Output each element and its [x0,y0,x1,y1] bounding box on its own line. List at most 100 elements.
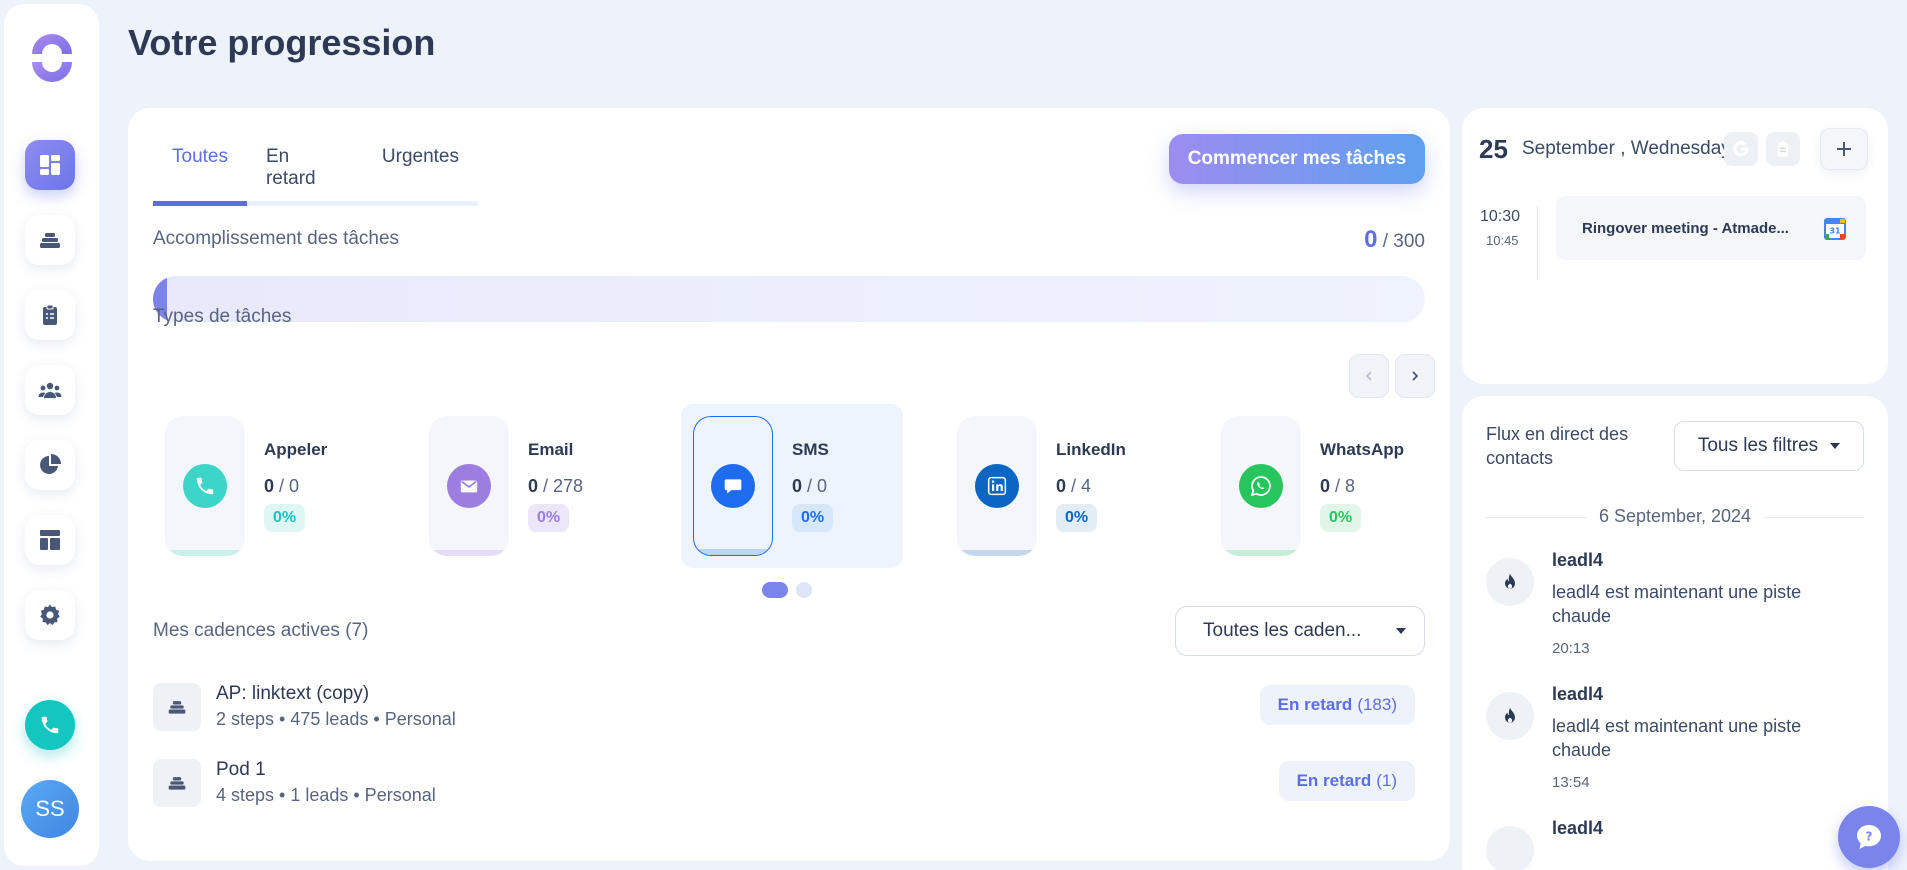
call-button[interactable] [25,700,75,750]
stack-icon [40,233,60,248]
cadence-row[interactable]: Pod 1 4 steps • 1 leads • Personal En re… [153,757,1425,809]
nav-reports[interactable] [25,440,75,490]
task-type-count: 0 / 4 [1056,476,1092,496]
task-type-name: Email [528,440,574,459]
add-event-button[interactable] [1820,128,1868,170]
task-type-tile [957,416,1037,556]
people-icon [38,382,62,398]
progress-fill [153,276,167,322]
cadence-meta: 4 steps • 1 leads • Personal [216,785,436,805]
phone-icon [196,477,214,495]
task-type-name: SMS [792,440,829,459]
chevron-right-icon [1412,371,1419,381]
task-type-email[interactable]: Email 0 / 278 0% [417,404,639,568]
calendar-day: 25 [1479,134,1508,164]
cadence-meta: 2 steps • 475 leads • Personal [216,709,456,729]
task-type-bar [1221,550,1301,556]
next-button[interactable] [1395,354,1435,398]
live-feed-card: Flux en direct des contacts Tous les fil… [1462,396,1888,870]
cadence-row[interactable]: AP: linktext (copy) 2 steps • 475 leads … [153,681,1425,733]
layout-icon [40,530,60,550]
sms-icon [724,479,742,494]
app-logo[interactable] [28,34,76,82]
task-type-percent: 0% [1056,504,1098,532]
late-badge-label: En retard [1296,771,1372,790]
late-badge[interactable]: En retard (183) [1259,685,1415,725]
phone-icon [41,716,59,734]
task-type-tile [165,416,245,556]
chevron-left-icon [1365,371,1372,381]
feed-icon-box [1486,692,1534,740]
task-types-label: Types de tâches [153,306,292,327]
nav-contacts[interactable] [25,365,75,415]
page-title: Votre progression [128,22,436,63]
feed-filter-dropdown[interactable]: Tous les filtres [1674,421,1864,471]
feed-time: 20:13 [1552,640,1590,657]
linkedin-icon [987,476,1007,496]
carousel-dot[interactable] [762,582,788,598]
help-chat-button[interactable]: ? [1838,806,1900,868]
task-type-bar [165,550,245,556]
task-type-tile [1221,416,1301,556]
google-icon [1733,141,1749,157]
prev-button[interactable] [1349,354,1389,398]
feed-icon-box [1486,826,1534,870]
tab-late[interactable]: En retard [265,146,316,189]
timeline-divider [1537,206,1538,280]
nav-cadences[interactable] [25,215,75,265]
task-type-name: Appeler [264,440,328,459]
completion-done: 0 [1364,226,1378,253]
completion-total: / 300 [1382,231,1425,252]
feed-lead-name: leadl4 [1552,550,1604,570]
carousel-dot[interactable] [796,582,812,598]
cadence-name: Pod 1 [216,759,266,780]
late-badge-label: En retard [1277,695,1353,714]
sidebar: SS [4,4,99,866]
task-type-tile [693,416,773,556]
nav-dashboard[interactable] [25,140,75,190]
nav-tasks[interactable] [25,290,75,340]
feed-date-separator: 6 September, 2024 [1486,506,1864,527]
plus-icon [1837,142,1851,156]
nav-settings[interactable] [25,590,75,640]
task-type-whatsapp[interactable]: WhatsApp 0 / 8 0% [1209,404,1431,568]
cadence-filter-value: Toutes les caden... [1203,620,1362,641]
event-end-time: 10:45 [1486,233,1519,248]
cadences-label: Mes cadences actives (7) [153,620,369,641]
task-type-count: 0 / 278 [528,476,584,496]
event-start-time: 10:30 [1480,208,1521,225]
tab-urgent[interactable]: Urgentes [381,146,459,167]
completion-count: 0 / 300 [1364,226,1425,254]
help-chat-icon: ? [1857,825,1881,849]
pie-chart-icon [40,454,61,474]
cadence-icon-box [153,759,201,807]
task-type-percent: 0% [528,504,570,532]
event-card[interactable]: Ringover meeting - Atmade... 31 [1556,196,1866,260]
mail-icon [460,480,478,493]
tasks-calendar-button[interactable] [1766,132,1800,166]
task-type-count: 0 / 0 [792,476,828,496]
caret-down-icon [1396,628,1406,634]
stack-icon [168,701,186,714]
cadence-filter-dropdown[interactable]: Toutes les caden... [1175,606,1425,656]
feed-message: leadl4 est maintenant une piste chaude [1552,716,1802,760]
agenda-card: 25 September , Wednesday 10:30 10:45 Rin… [1462,108,1888,384]
task-type-call[interactable]: Appeler 0 / 0 0% [153,404,375,568]
calendar-date: September , Wednesday [1522,138,1731,159]
start-tasks-button[interactable]: Commencer mes tâches [1169,134,1425,184]
task-type-sms[interactable]: SMS 0 / 0 0% [681,404,903,568]
svg-text:?: ? [1866,830,1873,844]
task-type-bar [694,549,772,555]
user-avatar[interactable]: SS [21,780,79,838]
completion-label: Accomplissement des tâches [153,228,400,249]
clipboard-icon [1777,141,1789,157]
svg-text:31: 31 [1829,227,1841,236]
task-type-count: 0 / 8 [1320,476,1356,496]
task-type-linkedin[interactable]: LinkedIn 0 / 4 0% [945,404,1167,568]
late-badge[interactable]: En retard (1) [1278,761,1415,801]
tab-all[interactable]: Toutes [153,138,247,206]
task-type-count: 0 / 0 [264,476,300,496]
nav-templates[interactable] [25,515,75,565]
google-calendar-button[interactable] [1724,132,1758,166]
feed-message: leadl4 est maintenant une piste chaude [1552,582,1802,626]
